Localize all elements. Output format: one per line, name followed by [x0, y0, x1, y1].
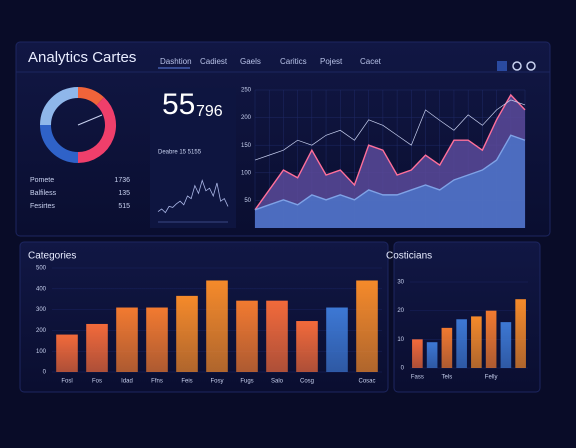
- y-tick-label: 500: [36, 266, 47, 272]
- chart-title: Categories: [28, 251, 76, 262]
- x-tick-label: Cosg: [300, 379, 314, 385]
- x-tick-label: Tels: [442, 375, 453, 381]
- bar: [116, 307, 138, 372]
- bar: [426, 342, 438, 368]
- x-tick-label: Fass: [411, 375, 424, 381]
- bar: [471, 316, 482, 368]
- y-tick-label: 100: [241, 170, 252, 176]
- bar: [500, 322, 512, 368]
- icon-square[interactable]: [497, 61, 507, 71]
- donut-segment: [77, 87, 105, 106]
- y-tick-label: 250: [241, 88, 252, 94]
- y-tick-label: 200: [36, 328, 47, 334]
- menu-dots[interactable]: ··: [128, 53, 133, 62]
- metric-label: Fesirtes: [30, 203, 55, 210]
- metric-value: 135: [118, 190, 130, 197]
- x-tick-label: Salo: [271, 379, 284, 385]
- bar: [441, 327, 453, 368]
- metric-label: Balfiless: [30, 190, 57, 197]
- area-fill: [255, 135, 525, 228]
- nav-item[interactable]: Cacet: [360, 57, 382, 66]
- x-tick-label: Idad: [121, 379, 133, 385]
- donut-needle: [77, 114, 103, 126]
- app-title: Analytics Cartes: [28, 49, 136, 66]
- kpi-caption: Deabre 15 5155: [158, 150, 202, 156]
- x-tick-label: Fos: [92, 379, 102, 385]
- x-tick-label: Cosac: [358, 379, 375, 385]
- x-tick-label: Fosl: [61, 379, 72, 385]
- y-tick-label: 20: [397, 308, 404, 314]
- x-tick-label: Felly: [485, 375, 498, 381]
- y-tick-label: 30: [397, 280, 404, 286]
- donut-segment: [40, 124, 79, 163]
- bar: [266, 300, 288, 372]
- kpi-panel: [150, 88, 236, 228]
- x-tick-label: Ffns: [151, 379, 163, 385]
- metric-label: Pomete: [30, 177, 54, 184]
- kpi-small: 796: [196, 103, 223, 120]
- y-tick-label: 150: [241, 143, 252, 149]
- nav-item[interactable]: Dashtion: [160, 57, 192, 66]
- bar: [296, 321, 318, 372]
- bar: [146, 307, 168, 372]
- y-tick-label: 200: [241, 115, 252, 121]
- metric-value: 1736: [114, 177, 130, 184]
- y-tick-label: 400: [36, 286, 47, 292]
- nav-item[interactable]: Cadiest: [200, 57, 228, 66]
- sparkline: [157, 179, 229, 214]
- area-line: [254, 99, 526, 161]
- x-tick-label: Fosy: [210, 379, 223, 385]
- metric-value: 515: [118, 203, 130, 210]
- y-tick-label: 50: [244, 198, 251, 204]
- chart-title: Costicians: [386, 251, 432, 262]
- bar: [515, 299, 526, 368]
- donut-segment: [40, 87, 79, 126]
- bar: [86, 323, 108, 372]
- bar: [236, 300, 258, 372]
- bar: [456, 319, 467, 368]
- bar: [56, 334, 78, 372]
- bar: [206, 280, 228, 372]
- bar: [326, 307, 348, 372]
- icon-circle[interactable]: [512, 61, 522, 71]
- bar: [176, 295, 198, 372]
- y-tick-label: 300: [36, 307, 47, 313]
- bar-panel: [19, 241, 389, 393]
- kpi-big: 55: [162, 88, 195, 121]
- area-line: [254, 134, 526, 211]
- nav-item[interactable]: Caritics: [280, 57, 307, 66]
- y-tick-label: 100: [36, 349, 47, 355]
- y-tick-label: 0: [43, 370, 47, 376]
- donut-segment: [77, 97, 116, 163]
- area-line: [254, 93, 526, 211]
- y-tick-label: 0: [401, 366, 405, 372]
- x-tick-label: Feis: [181, 379, 192, 385]
- nav-item[interactable]: Gaels: [240, 57, 261, 66]
- bar: [412, 339, 423, 368]
- y-tick-label: 10: [397, 337, 404, 343]
- nav-item[interactable]: Pojest: [320, 57, 343, 66]
- bar: [356, 280, 378, 372]
- x-tick-label: Fugs: [240, 379, 253, 385]
- bar: [485, 310, 497, 368]
- icon-circle[interactable]: [526, 61, 536, 71]
